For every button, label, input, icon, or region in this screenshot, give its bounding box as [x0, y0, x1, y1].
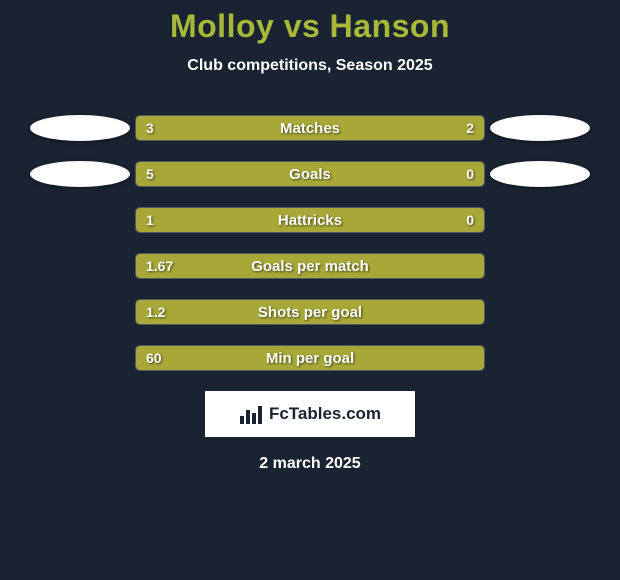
- badge-ellipse: [30, 161, 130, 187]
- stat-row: 50Goals: [0, 161, 620, 187]
- stat-value-left: 60: [146, 346, 162, 370]
- stats-list: 32Matches50Goals10Hattricks1.67Goals per…: [0, 115, 620, 371]
- stat-row: 1.2Shots per goal: [0, 299, 620, 325]
- bar-left-fill: [136, 300, 484, 324]
- page-title: Molloy vs Hanson: [0, 8, 620, 45]
- brand-text: FcTables.com: [269, 404, 381, 424]
- stat-bar: 60Min per goal: [135, 345, 485, 371]
- date-label: 2 march 2025: [0, 455, 620, 473]
- stat-value-right: 0: [466, 208, 474, 232]
- stat-bar: 32Matches: [135, 115, 485, 141]
- player-left-badge: [25, 161, 135, 187]
- player-left-badge: [25, 115, 135, 141]
- bar-left-fill: [136, 116, 345, 140]
- stat-bar: 50Goals: [135, 161, 485, 187]
- bar-left-fill: [136, 162, 397, 186]
- stat-row: 1.67Goals per match: [0, 253, 620, 279]
- bar-left-fill: [136, 208, 397, 232]
- infographic-container: Molloy vs Hanson Club competitions, Seas…: [0, 0, 620, 473]
- stat-row: 32Matches: [0, 115, 620, 141]
- bar-left-fill: [136, 254, 484, 278]
- stat-value-right: 0: [466, 162, 474, 186]
- badge-ellipse: [490, 161, 590, 187]
- bar-left-fill: [136, 346, 484, 370]
- stat-value-left: 1.2: [146, 300, 165, 324]
- stat-row: 60Min per goal: [0, 345, 620, 371]
- badge-ellipse: [30, 115, 130, 141]
- bar-right-fill: [345, 116, 484, 140]
- stat-value-right: 2: [466, 116, 474, 140]
- stat-value-left: 3: [146, 116, 154, 140]
- stat-bar: 10Hattricks: [135, 207, 485, 233]
- stat-row: 10Hattricks: [0, 207, 620, 233]
- stat-value-left: 1: [146, 208, 154, 232]
- player-right-badge: [485, 161, 595, 187]
- player-right-badge: [485, 115, 595, 141]
- stat-bar: 1.2Shots per goal: [135, 299, 485, 325]
- bar-chart-icon: [239, 404, 263, 424]
- stat-value-left: 5: [146, 162, 154, 186]
- brand-logo: FcTables.com: [205, 391, 415, 437]
- stat-value-left: 1.67: [146, 254, 173, 278]
- subtitle: Club competitions, Season 2025: [0, 57, 620, 75]
- badge-ellipse: [490, 115, 590, 141]
- stat-bar: 1.67Goals per match: [135, 253, 485, 279]
